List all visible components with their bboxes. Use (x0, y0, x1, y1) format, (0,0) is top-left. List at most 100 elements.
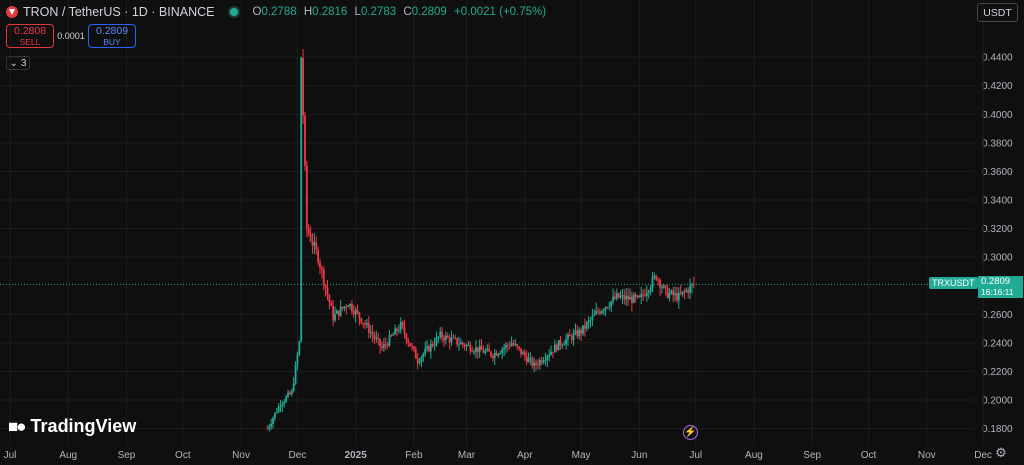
x-tick-label: Oct (175, 450, 191, 461)
candle-body (687, 290, 690, 293)
y-tick-label: 0.2000 (982, 396, 1013, 407)
brand-name: TradingView (30, 416, 137, 436)
candle-body (525, 356, 528, 363)
candle-body (638, 295, 641, 298)
candle-body (420, 357, 423, 362)
candle-body (328, 295, 331, 303)
candle-body (392, 334, 395, 336)
candle-body (501, 349, 504, 353)
candle-body (553, 344, 556, 353)
candle-body (563, 344, 566, 346)
candle-body (399, 322, 402, 331)
candle-body (473, 351, 475, 353)
buy-price: 0.2809 (95, 25, 129, 37)
candle-body (272, 418, 274, 425)
candle-body (283, 401, 286, 404)
candle-body (482, 350, 485, 353)
candle-body (661, 287, 663, 289)
candle-body (379, 338, 382, 347)
candle-body (677, 292, 680, 301)
candle-body (582, 325, 584, 334)
candle-body (356, 309, 359, 313)
change-value: +0.0021 (+0.75%) (454, 6, 547, 18)
candle-body (619, 296, 622, 298)
symbol-title[interactable]: TRON / TetherUS · 1D · BINANCE (23, 5, 215, 19)
candle-body (691, 283, 693, 286)
candle-body (369, 332, 372, 334)
candle-body (490, 351, 492, 356)
candle-body (375, 337, 378, 339)
candle-body (324, 284, 327, 288)
candle-body (599, 311, 601, 314)
settings-gear-icon[interactable]: ⚙ (995, 445, 1007, 460)
candle-body (583, 325, 586, 329)
candle-body (670, 290, 673, 294)
bar-countdown: 16:16:11 (981, 287, 1014, 297)
candle-body (426, 346, 428, 349)
candle-body (332, 305, 335, 321)
candle-body (289, 392, 291, 395)
sell-button[interactable]: 0.2808 SELL (6, 24, 54, 48)
candle-body (275, 412, 278, 413)
candle-body (655, 275, 658, 280)
buy-button[interactable]: 0.2809 BUY (88, 24, 136, 48)
candle-body (589, 319, 592, 321)
candle-body (574, 330, 577, 334)
ohlc-values: O0.2788 H0.2816 L0.2783 C0.2809 +0.0021 … (252, 6, 547, 18)
candle-body (450, 337, 453, 343)
candle-body (396, 328, 398, 332)
candle-body (422, 353, 425, 358)
x-tick-label: Dec (974, 450, 992, 461)
candle-body (629, 296, 631, 300)
candle-body (463, 344, 466, 347)
candle-body (625, 295, 628, 300)
candle-body (390, 335, 393, 336)
candle-body (480, 345, 483, 351)
candle-body (467, 344, 470, 346)
y-tick-label: 0.4000 (982, 110, 1013, 121)
candle-body (657, 279, 660, 281)
candle-body (431, 343, 434, 346)
candle-body (277, 406, 280, 413)
candle-body (409, 343, 412, 347)
candle-body (437, 336, 440, 338)
candle-body (546, 356, 549, 361)
lightning-icon[interactable]: ⚡ (683, 425, 698, 440)
tradingview-logo[interactable]: ■● TradingView (8, 416, 136, 437)
candle-body (287, 392, 289, 397)
candle-body (268, 426, 271, 429)
candle-body (570, 336, 573, 340)
candle-body (304, 115, 306, 166)
candle-body (405, 334, 408, 341)
candle-body (503, 347, 505, 350)
candle-body (632, 294, 635, 303)
candle-body (595, 310, 598, 315)
candle-body (499, 352, 502, 354)
candle-body (446, 335, 449, 338)
candle-body (627, 295, 629, 300)
candle-body (266, 428, 269, 430)
x-tick-label: Aug (745, 450, 763, 461)
candle-body (659, 280, 661, 288)
candle-body (548, 354, 551, 357)
ticker-price-tag: TRXUSDT (929, 277, 978, 289)
y-tick-label: 0.1800 (982, 424, 1013, 435)
candle-body (334, 313, 336, 321)
candle-body (681, 291, 684, 294)
candle-body (540, 360, 543, 363)
x-tick-label: Jun (631, 450, 647, 461)
candle-body (497, 353, 500, 356)
candle-body (531, 358, 534, 366)
candle-body (672, 290, 675, 296)
candle-body (386, 344, 389, 346)
x-tick-label: Mar (458, 450, 476, 461)
indicators-toggle[interactable]: ⌄ 3 (6, 56, 30, 70)
candle-body (651, 277, 654, 288)
sell-price: 0.2808 (13, 25, 47, 37)
candle-body (292, 383, 295, 391)
currency-selector[interactable]: USDT (977, 3, 1018, 22)
candle-body (352, 311, 355, 315)
candle-body (452, 337, 455, 339)
candle-body (305, 165, 308, 229)
